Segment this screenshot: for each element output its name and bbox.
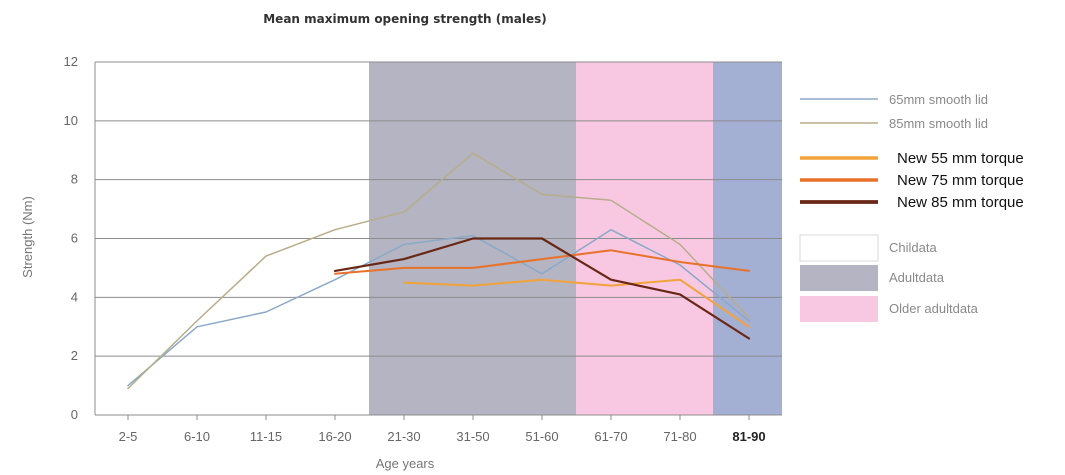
legend-region-swatch — [800, 296, 878, 322]
y-tick-label: 12 — [64, 54, 78, 69]
series-lines — [127, 152, 751, 390]
legend-label: New 55 mm torque — [897, 150, 1024, 167]
y-tick-label: 2 — [71, 348, 78, 363]
x-tick-label: 61-70 — [594, 429, 627, 444]
series-line-4 — [334, 249, 750, 275]
series-line-2 — [127, 152, 750, 390]
x-tick-label: 81-90 — [732, 429, 765, 444]
y-axis-label: Strength (Nm) — [20, 196, 35, 278]
y-tick-label: 0 — [71, 407, 78, 422]
x-tick-label: 51-60 — [525, 429, 558, 444]
legend-label: Older adultdata — [889, 301, 979, 316]
x-tick-label: 11-15 — [250, 429, 282, 444]
series-line-1 — [127, 228, 750, 387]
chart-title: Mean maximum opening strength (males) — [263, 12, 547, 26]
x-tick-label: 31-50 — [456, 429, 489, 444]
legend-label: Childata — [889, 240, 937, 255]
legend: 65mm smooth lid 85mm smooth lid New 55 mm … — [799, 92, 1024, 322]
x-tick-label: 6-10 — [184, 429, 210, 444]
x-tick-label: 71-80 — [663, 429, 696, 444]
series-line-5 — [333, 237, 751, 340]
y-tick-label: 10 — [64, 113, 78, 128]
y-tick-label: 8 — [71, 172, 78, 187]
legend-region-swatch — [800, 265, 878, 291]
x-axis-label: Age years — [376, 456, 435, 471]
series-line-3 — [403, 278, 750, 328]
legend-label: 65mm smooth lid — [889, 92, 988, 107]
legend-label: New 85 mm torque — [897, 194, 1024, 211]
x-tick-labels: 2-5 6-10 11-15 16-20 21-30 31-50 51-60 61-70 71-… — [119, 415, 766, 444]
legend-label: 85mm smooth lid — [889, 116, 988, 131]
x-tick-label: 2-5 — [119, 429, 138, 444]
y-tick-labels: 0 2 4 6 8 10 12 — [64, 54, 78, 422]
legend-label: New 75 mm torque — [897, 172, 1024, 189]
legend-region-swatch — [799, 234, 879, 262]
x-tick-label: 16-20 — [318, 429, 351, 444]
y-tick-label: 4 — [71, 289, 78, 304]
y-tick-label: 6 — [71, 231, 78, 246]
x-tick-label: 21-30 — [387, 429, 420, 444]
legend-label: Adultdata — [889, 270, 945, 285]
gridlines — [94, 61, 782, 416]
